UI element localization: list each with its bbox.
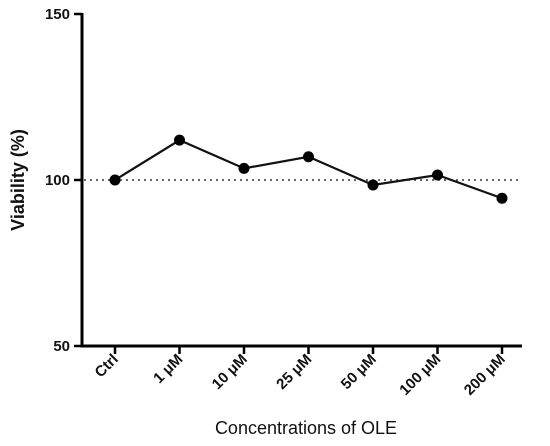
y-tick-label: 50	[53, 338, 70, 355]
data-point	[303, 151, 314, 163]
y-axis-ticks: 50 100 150	[45, 6, 82, 355]
x-axis-ticks: Ctrl 1 μM 10 μM 25 μM 50 μM 100 μM 200 μM	[92, 346, 509, 399]
data-point	[432, 169, 443, 181]
y-tick-label: 100	[45, 172, 70, 189]
x-tick-label: 25 μM	[273, 351, 315, 393]
x-tick-label: Ctrl	[92, 351, 122, 381]
data-point	[238, 162, 250, 174]
data-point	[109, 174, 121, 186]
x-tick-label: 100 μM	[396, 351, 444, 399]
x-tick-label: 200 μM	[461, 351, 509, 399]
x-tick-label: 10 μM	[209, 351, 251, 393]
series-line	[114, 138, 503, 200]
data-point	[367, 179, 379, 191]
x-tick-label: 1 μM	[150, 351, 186, 387]
x-tick-label: 50 μM	[338, 351, 380, 393]
data-point	[174, 134, 185, 146]
data-point	[496, 192, 508, 204]
x-axis-title: Concentrations of OLE	[215, 418, 397, 438]
data-points	[109, 134, 508, 204]
y-tick-label: 150	[45, 6, 70, 23]
y-axis-title: Viability (%)	[8, 129, 28, 231]
